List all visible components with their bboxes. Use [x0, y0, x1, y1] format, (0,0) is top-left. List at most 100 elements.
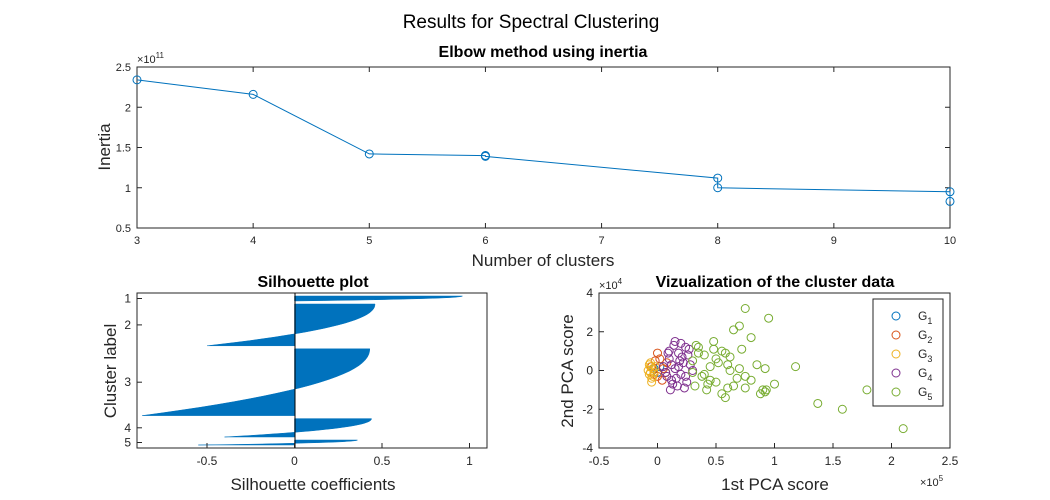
elbow-title: Elbow method using inertia [439, 44, 648, 61]
silhouette-xtick-label: 0 [291, 454, 298, 468]
legend-label-sub: 4 [927, 373, 932, 383]
elbow-ticks: 3 4 5 6 7 8 9 10 0.5 1 1.5 2 2.5 [116, 62, 956, 247]
scatter-point-g4 [667, 375, 677, 385]
scatter-point-g5 [717, 346, 727, 356]
legend-label-g3: G3 [918, 347, 932, 364]
scatter-point-g5 [740, 371, 750, 381]
legend-label-sub: 1 [927, 316, 932, 326]
scatter-x-exponent-power: 5 [939, 474, 944, 483]
scatter-point-g5 [699, 369, 709, 379]
elbow-point [713, 183, 723, 193]
legend-label-name: G [918, 366, 927, 380]
scatter-point-g4 [658, 362, 668, 372]
scatter-xtick-label: -0.5 [589, 454, 610, 468]
scatter-xtick-label: 0.5 [708, 454, 725, 468]
scatter-point-g4 [663, 348, 673, 358]
scatter-ytick-label: 4 [586, 286, 593, 300]
scatter-point-g3 [645, 367, 655, 377]
silhouette-ytick-label: 3 [124, 375, 131, 389]
silhouette-ytick-label: 1 [124, 292, 131, 306]
scatter-ytick-label: 2 [586, 325, 593, 339]
legend-marker-g3 [891, 349, 901, 359]
elbow-xtick-label: 6 [482, 235, 488, 247]
scatter-point-g5 [760, 387, 770, 397]
elbow-ytick-label: 1.5 [116, 143, 131, 155]
elbow-point [132, 75, 142, 85]
scatter-point-g5 [709, 344, 719, 354]
scatter-x-exponent: ×105 [920, 474, 944, 489]
elbow-axes-box [136, 66, 951, 229]
scatter-point-g5 [734, 364, 744, 374]
scatter-point-g4 [682, 377, 692, 387]
scatter-point-g5 [837, 404, 847, 414]
silhouette-xtick-label: 1 [466, 454, 473, 468]
scatter-point-g5 [729, 381, 739, 391]
scatter-title: Vizualization of the cluster data [656, 274, 895, 291]
scatter-point-g5 [688, 356, 698, 366]
elbow-y-exponent-base: ×10 [137, 54, 156, 66]
scatter-y-exponent-base: ×10 [599, 280, 618, 292]
legend-label-name: G [918, 385, 927, 399]
scatter-ytick-label: -4 [582, 441, 593, 455]
scatter-point-g5 [711, 354, 721, 364]
scatter-point-g5 [761, 385, 771, 395]
elbow-xtick-label: 4 [250, 235, 256, 247]
scatter-point-g4 [668, 379, 678, 389]
scatter-point-g5 [688, 367, 698, 377]
elbow-ytick-label: 2.5 [116, 62, 131, 74]
elbow-xtick-label: 8 [715, 235, 721, 247]
scatter-point-g5 [734, 321, 744, 331]
elbow-series [132, 75, 955, 206]
scatter-point-g4 [670, 336, 680, 346]
legend-label-sub: 2 [927, 335, 932, 345]
scatter-ytick-label: -2 [582, 402, 593, 416]
scatter-point-g4 [679, 383, 689, 393]
scatter-point-g5 [699, 350, 709, 360]
elbow-ylabel: Inertia [95, 123, 114, 171]
scatter-point-g3 [647, 373, 657, 383]
scatter-point-g5 [898, 424, 908, 434]
scatter-point-g4 [676, 338, 686, 348]
scatter-point-g5 [791, 362, 801, 372]
legend-marker-g5 [891, 387, 901, 397]
scatter-point-g5 [690, 381, 700, 391]
legend-label-sub: 3 [927, 354, 932, 364]
silhouette-ylabel: Cluster label [101, 324, 120, 419]
scatter-y-exponent: ×104 [599, 277, 623, 292]
scatter-xtick-label: 2.5 [942, 454, 959, 468]
scatter-point-g5 [711, 377, 721, 387]
elbow-point [945, 196, 955, 206]
scatter-point-g5 [760, 364, 770, 374]
scatter-xtick-label: 0 [654, 454, 661, 468]
scatter-point-g5 [746, 333, 756, 343]
scatter-xtick-label: 2 [888, 454, 895, 468]
elbow-xtick-label: 10 [944, 235, 956, 247]
scatter-points [643, 304, 908, 434]
scatter-point-g5 [737, 344, 747, 354]
legend-marker-g4 [891, 368, 901, 378]
elbow-point [364, 149, 374, 159]
silhouette-bar-cluster-2 [206, 303, 376, 347]
scatter-point-g5 [725, 366, 735, 375]
silhouette-title: Silhouette plot [257, 274, 369, 291]
elbow-y-exponent: ×1011 [137, 51, 165, 66]
scatter-point-g5 [732, 373, 742, 383]
legend-marker-g1 [891, 311, 901, 321]
legend-label-g1: G1 [918, 309, 932, 326]
legend-label-name: G [918, 328, 927, 342]
scatter-point-g5 [723, 383, 733, 393]
scatter-point-g5 [702, 385, 712, 395]
elbow-xtick-label: 5 [366, 235, 372, 247]
elbow-point [945, 187, 955, 197]
legend-label-g4: G4 [918, 366, 932, 383]
elbow-ytick-label: 2 [125, 102, 131, 114]
scatter-point-g5 [764, 313, 774, 323]
scatter-ytick-label: 0 [586, 364, 593, 378]
silhouette-bar-cluster-4 [224, 418, 372, 438]
elbow-point [480, 151, 490, 161]
figure-title: Results for Spectral Clustering [403, 12, 660, 33]
elbow-xlabel: Number of clusters [472, 251, 615, 270]
scatter-y-exponent-power: 4 [618, 277, 623, 286]
elbow-chart: Elbow method using inertia 3 4 5 6 7 8 9 10 0.5 1… [95, 44, 956, 270]
silhouette-chart: Silhouette plot 1 2 3 45 -0.5 0 0.5 1 Silhouett… [101, 274, 488, 494]
